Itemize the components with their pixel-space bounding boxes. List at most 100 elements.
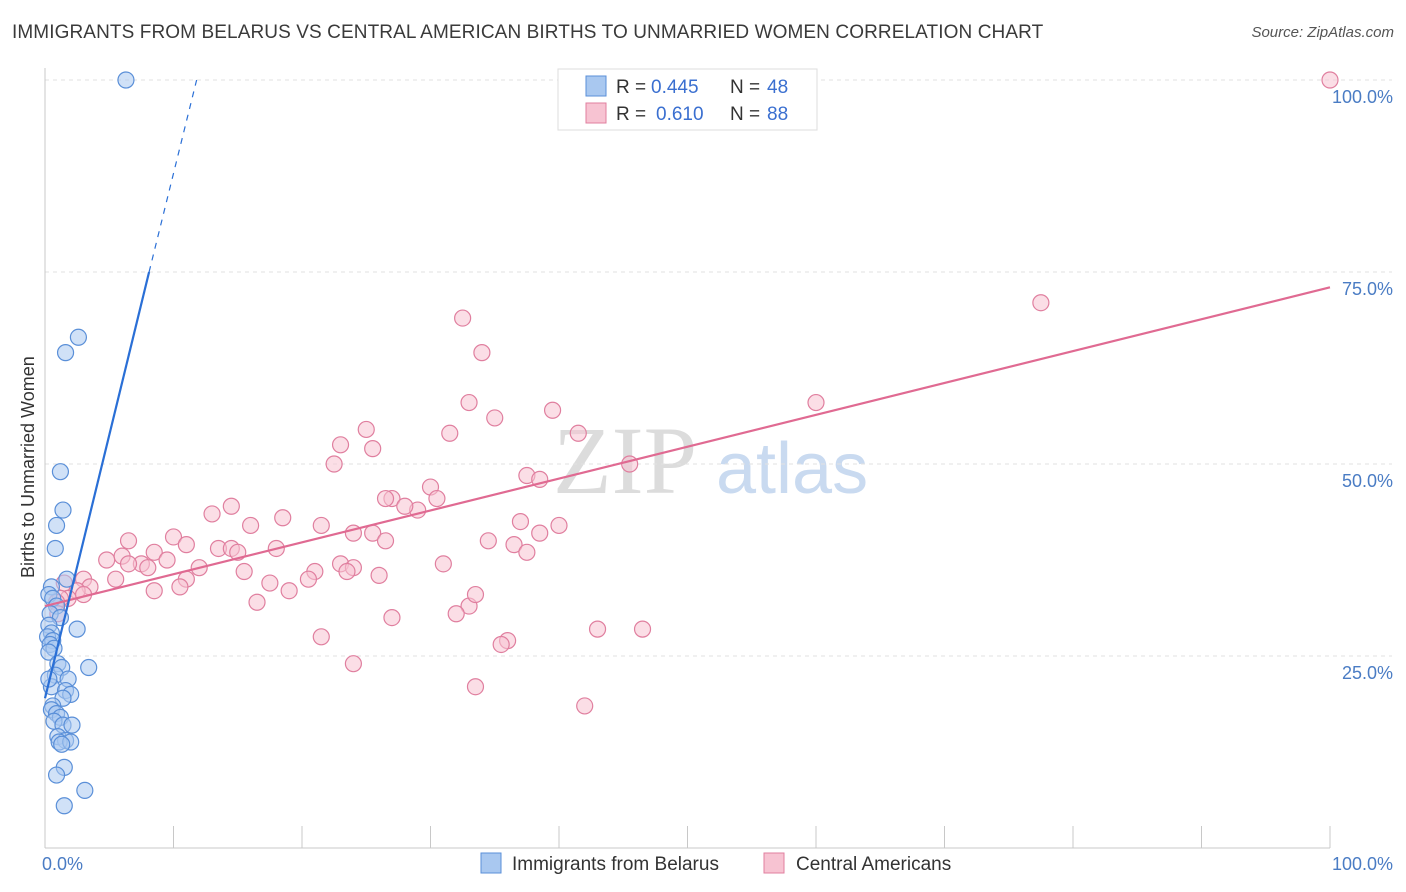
data-point	[633, 620, 652, 638]
data-point	[53, 735, 71, 753]
data-point	[447, 605, 465, 623]
data-point	[299, 570, 318, 588]
data-point	[312, 516, 330, 535]
data-point	[807, 393, 825, 412]
legend-r-label-2: R =	[616, 104, 646, 125]
data-point	[139, 559, 157, 577]
data-point	[460, 393, 478, 412]
data-point	[68, 620, 86, 638]
data-point	[107, 570, 125, 588]
trend-line-belarus	[43, 271, 151, 699]
trend-line-central-americans	[44, 286, 1331, 608]
data-point	[325, 455, 343, 473]
data-point	[47, 766, 66, 784]
data-point	[466, 678, 485, 696]
data-point	[466, 585, 485, 604]
data-point	[158, 551, 176, 569]
legend-swatch-pink	[585, 102, 607, 124]
data-point	[171, 578, 189, 596]
data-point	[145, 543, 163, 561]
x-tick-label: 100.0%	[1332, 854, 1393, 874]
legend-n-value-1: 48	[767, 77, 788, 98]
data-point	[383, 608, 401, 627]
data-point	[364, 440, 382, 458]
data-point	[80, 658, 98, 677]
y-tick-label: 25.0%	[1342, 663, 1393, 683]
series-legend-label-central-americans: Central Americans	[796, 854, 951, 875]
data-point	[117, 71, 135, 89]
series-legend-label-belarus: Immigrants from Belarus	[512, 854, 719, 875]
data-point	[376, 489, 395, 508]
data-point	[47, 516, 66, 535]
y-tick-labels: 25.0% 50.0% 75.0% 100.0%	[1332, 87, 1393, 683]
data-point	[280, 582, 298, 600]
legend-n-value-2: 88	[767, 104, 788, 125]
series-immigrants-from-belarus	[38, 71, 135, 815]
data-point	[357, 420, 375, 439]
data-point	[370, 566, 388, 584]
legend-swatch-blue	[585, 75, 607, 97]
data-point	[55, 797, 73, 815]
data-point	[54, 501, 72, 519]
data-point	[222, 497, 240, 515]
data-point	[46, 539, 64, 558]
x-ticks	[44, 826, 1331, 848]
chart-title: IMMIGRANTS FROM BELARUS VS CENTRAL AMERI…	[12, 22, 1044, 43]
data-point	[338, 562, 356, 581]
data-point	[145, 582, 163, 600]
data-point	[1321, 71, 1339, 89]
data-point	[531, 524, 549, 542]
x-tick-label: 0.0%	[42, 854, 83, 874]
data-point	[428, 489, 446, 508]
data-point	[550, 516, 568, 535]
data-point	[621, 455, 639, 473]
data-point	[588, 620, 607, 638]
y-tick-label: 50.0%	[1342, 471, 1393, 491]
legend-n-label-2: N =	[730, 104, 760, 125]
data-point	[569, 424, 587, 442]
data-point	[274, 509, 292, 527]
data-point	[177, 536, 195, 554]
data-point	[56, 344, 75, 362]
source-credit: Source: ZipAtlas.com	[1251, 24, 1394, 41]
y-tick-label: 100.0%	[1332, 87, 1393, 107]
data-point	[331, 436, 350, 454]
data-point	[51, 463, 70, 481]
data-point	[98, 551, 116, 569]
data-point	[261, 574, 279, 592]
data-point	[1032, 294, 1050, 312]
data-point	[242, 516, 260, 535]
legend-r-value-2: 0.610	[656, 104, 704, 125]
data-point	[576, 697, 594, 715]
data-point	[473, 344, 491, 362]
legend-r-value-1: 0.445	[651, 77, 699, 98]
data-point	[376, 532, 395, 550]
data-point	[235, 562, 253, 581]
x-tick-labels: 0.0% 100.0%	[42, 854, 1393, 874]
data-point	[76, 781, 94, 800]
data-point	[518, 543, 536, 561]
data-point	[505, 536, 523, 554]
data-point	[69, 328, 88, 346]
legend-r-label-1: R =	[616, 77, 646, 98]
legend-n-label-1: N =	[730, 77, 760, 98]
data-point	[543, 401, 562, 419]
stats-legend: R = 0.445 N = 48 R = 0.610 N = 88	[557, 68, 818, 131]
series-central-americans	[47, 71, 1339, 715]
data-point	[344, 655, 362, 673]
y-axis-label: Births to Unmarried Women	[18, 356, 38, 578]
data-point	[396, 497, 414, 515]
data-point	[203, 505, 221, 523]
trend-lines	[43, 79, 1331, 699]
data-point	[486, 409, 504, 427]
data-point	[119, 532, 138, 550]
series-legend: Immigrants from Belarus Central American…	[480, 852, 951, 875]
data-point	[63, 716, 81, 734]
series-legend-swatch-pink	[763, 852, 785, 874]
data-point	[492, 635, 510, 654]
data-point	[434, 555, 452, 573]
trend-line-belarus-extension	[148, 79, 198, 273]
data-point	[164, 528, 183, 546]
watermark-atlas: atlas	[716, 429, 868, 509]
data-point	[312, 628, 330, 646]
